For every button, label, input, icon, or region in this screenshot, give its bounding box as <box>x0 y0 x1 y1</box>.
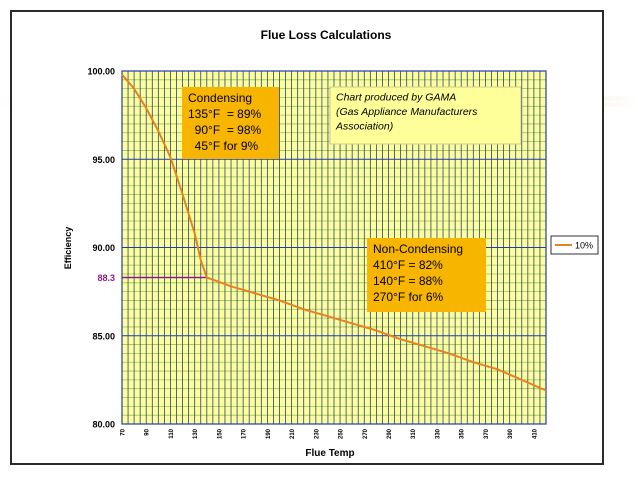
x-tick-label: 270 <box>363 428 369 439</box>
x-tick-label: 90 <box>145 428 151 435</box>
noncondensing-annotation-line: 410°F = 82% <box>373 258 443 272</box>
condensing-annotation-line: 90°F = 98% <box>188 123 262 137</box>
y-tick-label: 80.00 <box>92 420 115 430</box>
x-tick-label: 150 <box>217 428 223 439</box>
source-annotation: Chart produced by GAMA (Gas Appliance Man… <box>329 86 522 145</box>
x-tick-label: 390 <box>508 428 514 439</box>
x-tick-label: 110 <box>169 428 175 438</box>
noncondensing-annotation-line: 140°F = 88% <box>373 274 443 288</box>
x-tick-label: 230 <box>314 428 320 439</box>
noncondensing-annotation-background <box>367 238 486 312</box>
x-tick-label: 370 <box>484 428 490 439</box>
x-tick-label: 130 <box>193 428 199 439</box>
x-tick-label: 310 <box>411 428 417 439</box>
y-tick-label: 100.00 <box>87 67 115 77</box>
y-tick-label: 90.00 <box>92 243 115 253</box>
noncondensing-annotation-line: Non-Condensing <box>373 242 463 256</box>
legend-label: 10% <box>575 241 593 251</box>
source-annotation-line: Chart produced by GAMA <box>336 92 456 104</box>
x-tick-label: 330 <box>435 428 441 439</box>
x-axis-label: Flue Temp <box>305 448 354 459</box>
noncondensing-annotation: Non-Condensing 410°F = 82% 140°F = 88% 270°… <box>367 238 486 312</box>
condensing-annotation-line: 135°F = 89% <box>188 107 262 121</box>
y-axis-label: Efficiency <box>63 227 73 270</box>
condensing-annotation-background <box>182 87 279 159</box>
x-tick-label: 70 <box>121 428 127 435</box>
source-annotation-line: (Gas Appliance Manufacturers <box>336 106 478 118</box>
x-tick-label: 290 <box>387 428 393 439</box>
chart-title: Flue Loss Calculations <box>261 28 392 42</box>
y-tick-label: 85.00 <box>92 331 115 341</box>
x-tick-label: 170 <box>242 428 248 439</box>
condensing-annotation-line: Condensing <box>188 91 252 105</box>
series-line-10-percent <box>121 73 547 392</box>
y-tick-label: 95.00 <box>92 155 115 165</box>
x-tick-label: 350 <box>460 428 466 439</box>
x-tick-label: 210 <box>290 428 296 439</box>
x-tick-label: 250 <box>339 428 345 439</box>
legend-box <box>550 235 599 255</box>
plot-border <box>121 70 547 425</box>
noncondensing-annotation-line: 270°F for 6% <box>373 290 443 304</box>
source-annotation-background <box>329 86 522 145</box>
source-annotation-line: Association) <box>335 121 393 133</box>
x-tick-label: 410 <box>532 428 538 439</box>
condensing-annotation: Condensing 135°F = 89% 90°F = 98% 45°F fo… <box>182 87 279 159</box>
x-tick-label: 190 <box>266 428 272 439</box>
reference-label: 88.3 <box>97 273 115 283</box>
condensing-annotation-line: 45°F for 9% <box>188 139 258 153</box>
